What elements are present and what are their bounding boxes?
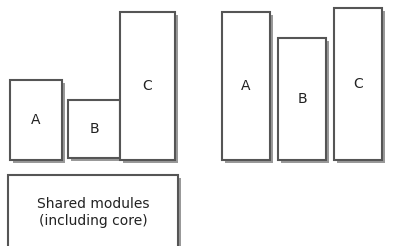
- Bar: [8, 175, 178, 246]
- Bar: [123, 15, 178, 163]
- Bar: [281, 41, 329, 163]
- Bar: [13, 83, 65, 163]
- Bar: [11, 178, 181, 246]
- Bar: [222, 12, 270, 160]
- Bar: [334, 8, 382, 160]
- Bar: [337, 11, 385, 163]
- Text: Shared modules
(including core): Shared modules (including core): [37, 197, 149, 228]
- Bar: [278, 38, 326, 160]
- Bar: [68, 100, 120, 158]
- Text: C: C: [142, 79, 152, 93]
- Text: C: C: [353, 77, 363, 91]
- Bar: [10, 80, 62, 160]
- Bar: [71, 103, 123, 161]
- Bar: [120, 12, 175, 160]
- Bar: [225, 15, 273, 163]
- Text: A: A: [31, 113, 41, 127]
- Text: A: A: [241, 79, 251, 93]
- Text: B: B: [89, 122, 99, 136]
- Text: B: B: [297, 92, 307, 106]
